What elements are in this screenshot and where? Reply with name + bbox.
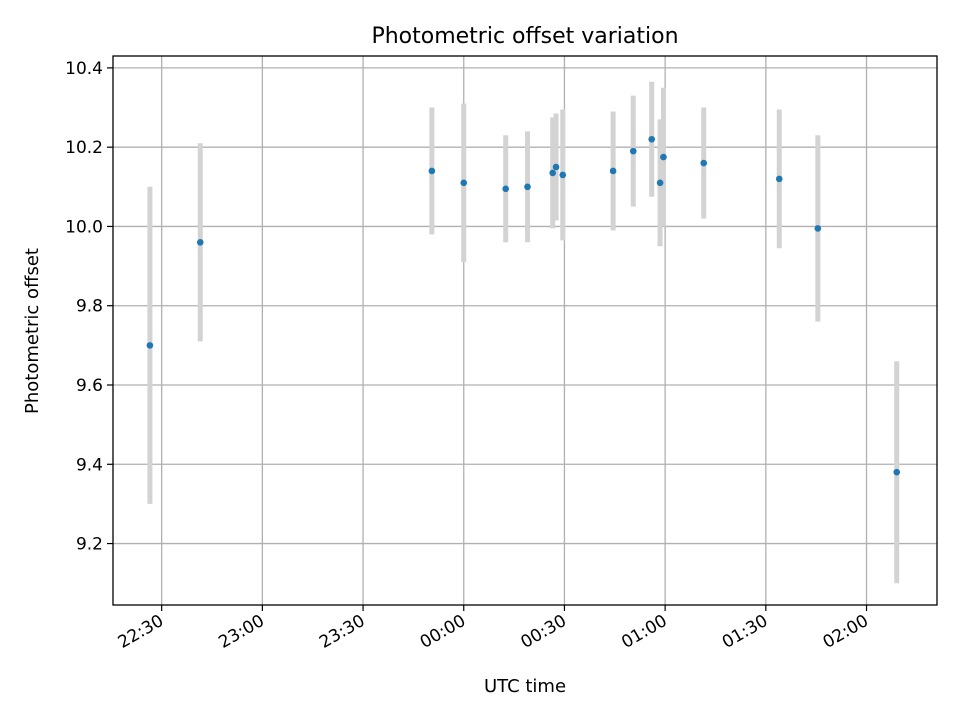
data-point — [629, 147, 637, 155]
data-point — [656, 179, 664, 187]
chart-title: Photometric offset variation — [371, 24, 678, 49]
y-tick-label: 9.4 — [76, 455, 103, 475]
data-points — [146, 135, 901, 476]
grid-lines — [113, 56, 937, 605]
y-tick-label: 10.4 — [65, 59, 103, 79]
data-point — [196, 239, 204, 246]
data-point — [775, 175, 783, 183]
y-tick-label: 9.8 — [76, 297, 103, 317]
data-point — [559, 171, 567, 179]
data-point — [700, 159, 708, 167]
data-point — [552, 163, 560, 171]
data-point — [893, 468, 901, 476]
plot-frame — [112, 55, 938, 606]
y-tick-label: 9.6 — [76, 376, 103, 396]
data-point — [460, 179, 468, 187]
plot-background — [113, 56, 937, 605]
x-axis-label: UTC time — [484, 676, 566, 697]
data-point — [524, 183, 531, 191]
data-point — [814, 225, 822, 232]
data-point — [609, 167, 617, 175]
data-point — [146, 342, 154, 349]
y-tick-label: 10.0 — [65, 217, 103, 237]
data-point — [549, 169, 556, 177]
data-point — [428, 167, 436, 175]
y-tick-label: 10.2 — [65, 138, 103, 158]
y-tick-label: 9.2 — [76, 535, 103, 555]
y-axis-ticks: 9.2 9.4 9.6 9.8 10.0 10.2 10.4 — [65, 59, 113, 555]
data-point — [660, 153, 667, 161]
data-point — [648, 135, 656, 143]
data-point — [502, 185, 510, 193]
y-axis-label: Photometric offset — [22, 248, 43, 414]
